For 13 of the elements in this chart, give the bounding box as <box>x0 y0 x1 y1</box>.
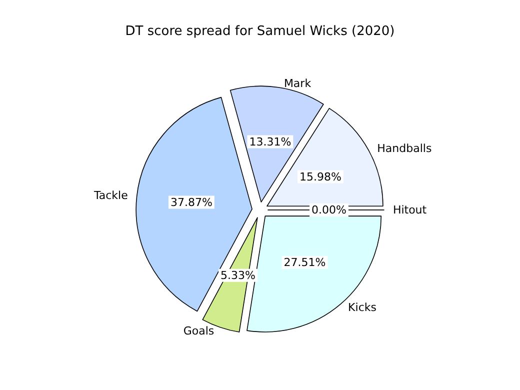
chart-title: DT score spread for Samuel Wicks (2020) <box>125 24 395 39</box>
data-label: 27.51% <box>284 256 326 269</box>
data-label: 13.31% <box>249 135 292 148</box>
slice-label: Kicks <box>348 300 377 314</box>
data-label: 5.33% <box>220 268 256 282</box>
data-label: 15.98% <box>299 170 342 184</box>
data-label: 37.87% <box>170 196 212 209</box>
slice-label: Tackle <box>92 189 128 202</box>
category-label: Hitout <box>392 203 427 216</box>
slice-label: Goals <box>183 324 214 338</box>
slice-label: Mark <box>284 76 312 90</box>
slice-label: Handballs <box>377 142 432 155</box>
text: 0.00% <box>311 203 346 216</box>
